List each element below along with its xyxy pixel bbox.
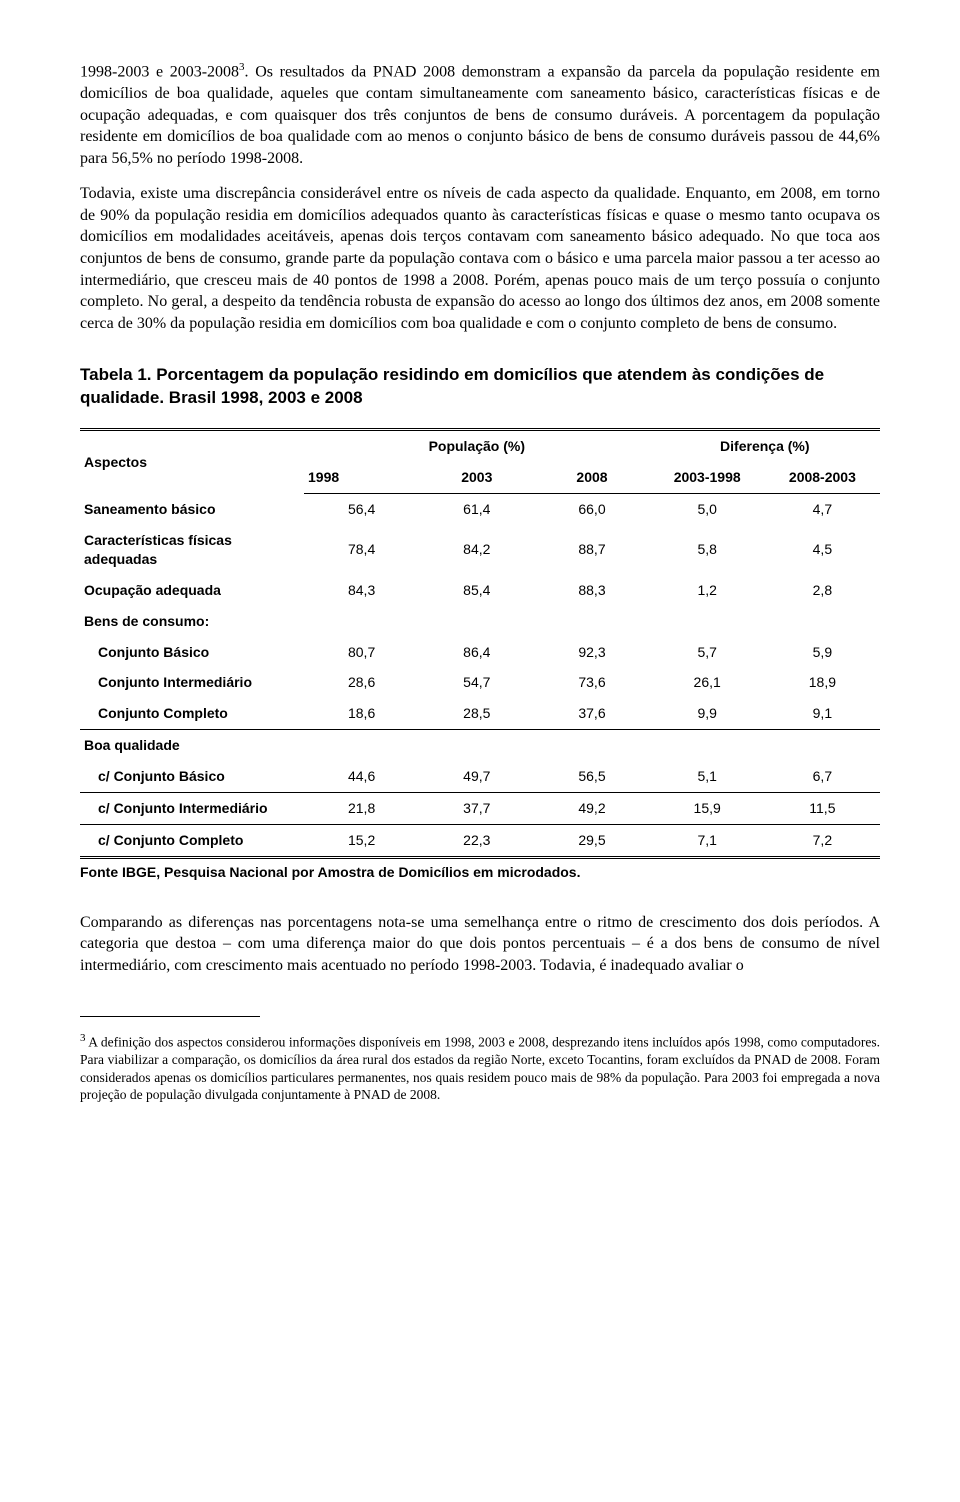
cell: 37,7 [419, 793, 534, 825]
th-dif: Diferença (%) [650, 430, 880, 462]
cell: 56,5 [534, 761, 649, 792]
th-2003: 2003 [419, 462, 534, 493]
th-aspectos: Aspectos [80, 430, 304, 494]
table-header-row-1: Aspectos População (%) Diferença (%) [80, 430, 880, 462]
cell: 18,6 [304, 698, 419, 729]
cell: 22,3 [419, 824, 534, 857]
table-row: c/ Conjunto Intermediário 21,8 37,7 49,2… [80, 793, 880, 825]
cell: 80,7 [304, 637, 419, 668]
row-label: Conjunto Intermediário [80, 667, 304, 698]
cell: 56,4 [304, 494, 419, 525]
cell: 92,3 [534, 637, 649, 668]
cell: 88,7 [534, 525, 649, 575]
cell: 66,0 [534, 494, 649, 525]
row-label: Ocupação adequada [80, 575, 304, 606]
th-d2: 2008-2003 [765, 462, 880, 493]
cell: 15,2 [304, 824, 419, 857]
cell: 61,4 [419, 494, 534, 525]
table-section-header: Bens de consumo: [80, 606, 880, 637]
th-2008: 2008 [534, 462, 649, 493]
table-row: Conjunto Completo 18,6 28,5 37,6 9,9 9,1 [80, 698, 880, 729]
row-label: Conjunto Básico [80, 637, 304, 668]
table-row: Saneamento básico 56,4 61,4 66,0 5,0 4,7 [80, 494, 880, 525]
paragraph-3: Comparando as diferenças nas porcentagen… [80, 912, 880, 977]
footnote-separator [80, 1016, 260, 1017]
p1-part-a: 1998-2003 e 2003-2008 [80, 63, 239, 80]
cell: 9,9 [650, 698, 765, 729]
th-pop: População (%) [304, 430, 650, 462]
cell: 5,0 [650, 494, 765, 525]
cell: 9,1 [765, 698, 880, 729]
cell: 84,2 [419, 525, 534, 575]
table-row: c/ Conjunto Básico 44,6 49,7 56,5 5,1 6,… [80, 761, 880, 792]
row-label: c/ Conjunto Intermediário [80, 793, 304, 825]
boa-header: Boa qualidade [80, 730, 880, 761]
cell: 85,4 [419, 575, 534, 606]
cell: 18,9 [765, 667, 880, 698]
cell: 88,3 [534, 575, 649, 606]
table-row: Ocupação adequada 84,3 85,4 88,3 1,2 2,8 [80, 575, 880, 606]
cell: 84,3 [304, 575, 419, 606]
cell: 28,6 [304, 667, 419, 698]
table-source: Fonte IBGE, Pesquisa Nacional por Amostr… [80, 863, 880, 882]
paragraph-1: 1998-2003 e 2003-20083. Os resultados da… [80, 60, 880, 169]
cell: 4,7 [765, 494, 880, 525]
cell: 29,5 [534, 824, 649, 857]
cell: 1,2 [650, 575, 765, 606]
cell: 6,7 [765, 761, 880, 792]
footnote-text: A definição dos aspectos considerou info… [80, 1034, 880, 1102]
row-label: c/ Conjunto Básico [80, 761, 304, 792]
cell: 44,6 [304, 761, 419, 792]
cell: 49,2 [534, 793, 649, 825]
cell: 86,4 [419, 637, 534, 668]
th-d1: 2003-1998 [650, 462, 765, 493]
cell: 7,2 [765, 824, 880, 857]
cell: 11,5 [765, 793, 880, 825]
bens-header: Bens de consumo: [80, 606, 880, 637]
cell: 7,1 [650, 824, 765, 857]
cell: 5,1 [650, 761, 765, 792]
cell: 54,7 [419, 667, 534, 698]
cell: 5,7 [650, 637, 765, 668]
table-row: Conjunto Básico 80,7 86,4 92,3 5,7 5,9 [80, 637, 880, 668]
table-row: Características físicas adequadas 78,4 8… [80, 525, 880, 575]
cell: 37,6 [534, 698, 649, 729]
cell: 78,4 [304, 525, 419, 575]
row-label: Conjunto Completo [80, 698, 304, 729]
footnote: 3 A definição dos aspectos considerou in… [80, 1031, 880, 1104]
table-row: c/ Conjunto Completo 15,2 22,3 29,5 7,1 … [80, 824, 880, 857]
cell: 5,9 [765, 637, 880, 668]
cell: 4,5 [765, 525, 880, 575]
table-row: Conjunto Intermediário 28,6 54,7 73,6 26… [80, 667, 880, 698]
table-section-header: Boa qualidade [80, 730, 880, 761]
cell: 49,7 [419, 761, 534, 792]
cell: 73,6 [534, 667, 649, 698]
row-label: Saneamento básico [80, 494, 304, 525]
table-title: Tabela 1. Porcentagem da população resid… [80, 364, 880, 410]
paragraph-2: Todavia, existe uma discrepância conside… [80, 183, 880, 334]
cell: 21,8 [304, 793, 419, 825]
row-label: Características físicas adequadas [80, 525, 304, 575]
data-table: Aspectos População (%) Diferença (%) 199… [80, 428, 880, 858]
cell: 5,8 [650, 525, 765, 575]
cell: 28,5 [419, 698, 534, 729]
cell: 2,8 [765, 575, 880, 606]
th-1998: 1998 [304, 462, 419, 493]
cell: 15,9 [650, 793, 765, 825]
row-label: c/ Conjunto Completo [80, 824, 304, 857]
cell: 26,1 [650, 667, 765, 698]
